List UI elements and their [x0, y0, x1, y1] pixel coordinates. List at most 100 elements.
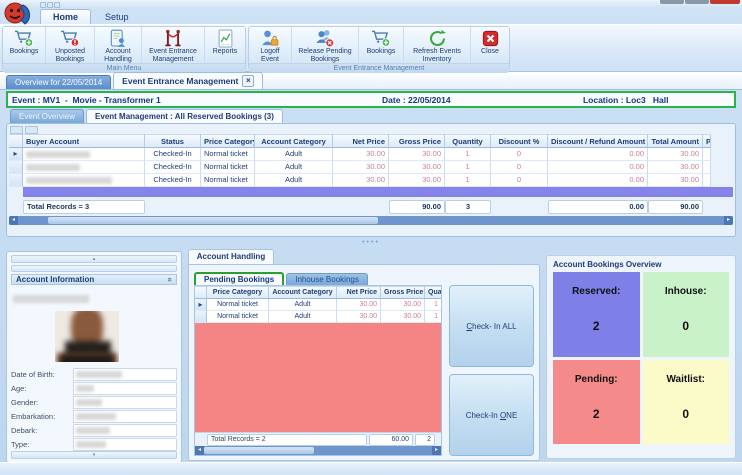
gender-value — [73, 396, 177, 409]
quick-access-dot[interactable] — [54, 2, 60, 8]
minimize-button[interactable] — [660, 0, 684, 4]
account-bookings-overview-panel: Account Bookings Overview Reserved: 2 In… — [546, 255, 736, 459]
total-records: Total Records = 2 — [207, 433, 367, 446]
app-icon[interactable] — [3, 1, 35, 28]
table-row[interactable]: ▸ Checked-In Normal ticket Adult 30.00 3… — [9, 148, 733, 161]
check-in-one-button[interactable]: Check-In ONE — [449, 374, 534, 456]
tab-pending-bookings[interactable]: Pending Bookings — [194, 272, 285, 285]
event-date: Date : 22/05/2014 — [382, 94, 451, 105]
close-button[interactable]: Close — [471, 27, 509, 63]
pending-bookings-grid: Price Category Account Category Net Pric… — [194, 285, 442, 456]
table-row[interactable]: ▸ Normal ticket Adult 30.00 30.00 1 — [195, 299, 441, 311]
document-tab-strip: Overview for 22/05/2014 Event Entrance M… — [0, 72, 742, 90]
account-name — [13, 290, 175, 308]
tab-close-icon[interactable]: × — [242, 75, 255, 87]
cart-add-icon — [371, 28, 391, 48]
buyer-account-cell — [23, 148, 145, 161]
embarkation-value — [73, 410, 177, 423]
account-information-panel: ▴ Account Information « Date of Birth: A… — [6, 251, 182, 463]
tab-inhouse-bookings[interactable]: Inhouse Bookings — [286, 273, 368, 285]
total-records: Total Records = 3 — [23, 200, 145, 214]
amount-total: 90.00 — [648, 200, 703, 214]
grid-horizontal-scrollbar[interactable]: ◂ ▸ — [9, 216, 733, 225]
tab-event-management[interactable]: Event Management : All Reserved Bookings… — [86, 109, 283, 123]
title-bar — [0, 0, 742, 8]
tab-account-handling[interactable]: Account Handling — [188, 249, 274, 264]
ribbon-tab-setup[interactable]: Setup — [105, 12, 129, 22]
collapse-splitter-bottom[interactable]: ▾ — [11, 451, 177, 459]
bookings-button-2[interactable]: Bookings — [359, 27, 404, 64]
pending-grid-footer: Total Records = 2 60.00 2 — [195, 432, 441, 446]
collapsed-group-bar[interactable] — [11, 265, 177, 273]
table-row[interactable]: Checked-In Normal ticket Adult 30.00 30.… — [9, 161, 733, 174]
quick-access-dot[interactable] — [47, 2, 53, 8]
age-value — [73, 382, 177, 395]
refresh-events-inventory-button[interactable]: Refresh Events Inventory — [404, 27, 471, 64]
row-indicator-header — [9, 134, 23, 148]
account-handling-button[interactable]: Account Handling — [95, 27, 142, 64]
reserved-count-box: Reserved: 2 — [553, 272, 640, 357]
gross-total: 60.00 — [369, 433, 413, 446]
collapse-icon[interactable]: « — [165, 277, 175, 282]
maximize-button[interactable] — [685, 0, 709, 4]
horizontal-splitter[interactable]: •••• — [362, 238, 380, 246]
account-note-icon — [108, 28, 128, 48]
event-entrance-management-button[interactable]: Event Entrance Management — [142, 27, 205, 64]
account-information-header[interactable]: Account Information « — [11, 274, 177, 286]
ribbon-tab-strip: Home Setup — [0, 8, 742, 24]
grid-header-row: Price Category Account Category Net Pric… — [195, 286, 441, 299]
ribbon-group-main-menu: Bookings Unposted Bookings Account Handl… — [2, 26, 246, 74]
reports-button[interactable]: Reports — [205, 27, 245, 63]
cart-add-icon — [14, 28, 34, 48]
ribbon-tab-home[interactable]: Home — [40, 9, 92, 24]
debark-value — [73, 424, 177, 437]
reserved-bookings-grid: Buyer Account Status Price Category Acco… — [6, 123, 736, 237]
collapse-splitter-top[interactable]: ▴ — [11, 255, 177, 263]
ribbon: Bookings Unposted Bookings Account Handl… — [0, 24, 742, 74]
scrollbar-thumb[interactable] — [48, 217, 378, 224]
cart-alert-icon — [60, 28, 80, 48]
scroll-left-icon[interactable]: ◂ — [195, 446, 204, 455]
unposted-bookings-button[interactable]: Unposted Bookings — [46, 27, 95, 64]
waitlist-count-box: Waitlist: 0 — [642, 359, 729, 444]
status-bar — [0, 462, 742, 475]
pending-grid-empty-area — [195, 323, 441, 432]
discount-total: 0.00 — [548, 200, 648, 214]
tab-overview[interactable]: Overview for 22/05/2014 — [6, 75, 112, 89]
type-value — [73, 438, 177, 451]
scroll-right-icon[interactable]: ▸ — [724, 216, 733, 225]
quick-access-dot[interactable] — [40, 2, 46, 8]
grid-group-area[interactable] — [9, 126, 733, 134]
release-users-icon — [314, 28, 336, 48]
scrollbar-thumb[interactable] — [204, 447, 314, 454]
event-name: Event : MV1 - Movie - Transformer 1 — [12, 94, 161, 105]
buyer-account-cell — [23, 174, 145, 187]
grid-header-row: Buyer Account Status Price Category Acco… — [9, 134, 733, 148]
scroll-left-icon[interactable]: ◂ — [9, 216, 18, 225]
account-fields: Date of Birth: Age: Gender: Embarkation:… — [11, 367, 177, 451]
inhouse-count-box: Inhouse: 0 — [642, 272, 729, 357]
table-row[interactable]: Checked-In Normal ticket Adult 30.00 30.… — [9, 174, 733, 187]
window-close-button[interactable] — [710, 0, 740, 4]
sub-tab-strip: Event Overview Event Management : All Re… — [0, 108, 742, 123]
selection-highlight-bar[interactable] — [23, 187, 733, 197]
quantity-total: 3 — [445, 200, 491, 214]
check-in-all-button[interactable]: Check- In ALL — [449, 285, 534, 367]
bookings-tab-strip: Pending Bookings Inhouse Bookings — [194, 269, 534, 285]
buyer-account-cell — [23, 161, 145, 174]
ribbon-group-label: Event Entrance Management — [249, 63, 509, 74]
tab-event-entrance-management[interactable]: Event Entrance Management × — [113, 72, 264, 89]
table-row[interactable]: Normal ticket Adult 30.00 30.00 1 — [195, 311, 441, 323]
stanchion-icon — [162, 28, 184, 48]
report-icon — [217, 28, 234, 48]
panel-title: Account Bookings Overview — [553, 260, 662, 269]
grid-footer: Total Records = 3 90.00 3 0.00 90.00 — [9, 200, 733, 214]
pending-grid-scrollbar[interactable]: ◂ ▸ — [195, 446, 441, 455]
account-handling-panel: Account Handling Pending Bookings Inhous… — [188, 247, 540, 467]
logoff-event-button[interactable]: Logoff Event — [249, 27, 292, 64]
scroll-right-icon[interactable]: ▸ — [432, 446, 441, 455]
event-info-bar: Event : MV1 - Movie - Transformer 1 Date… — [6, 91, 736, 108]
release-pending-bookings-button[interactable]: Release Pending Bookings — [292, 27, 359, 64]
bookings-button[interactable]: Bookings — [3, 27, 46, 64]
tab-event-overview[interactable]: Event Overview — [10, 109, 85, 123]
